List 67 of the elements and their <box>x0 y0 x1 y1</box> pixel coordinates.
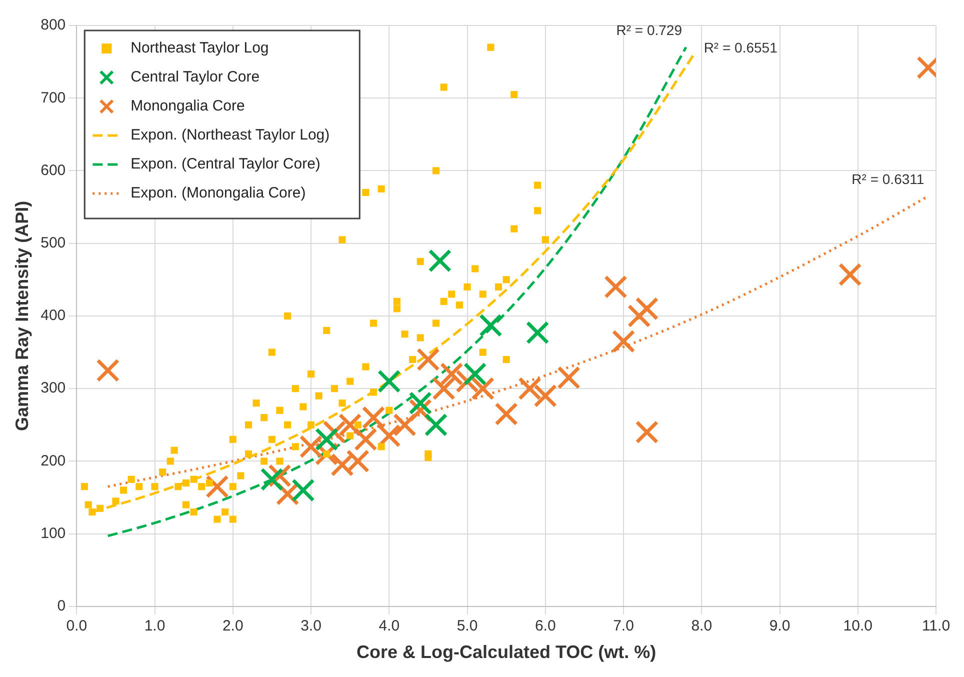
point <box>526 321 550 344</box>
point <box>627 304 651 328</box>
y-tick-label: 100 <box>40 524 66 542</box>
legend-label: Northeast Taylor Log <box>130 40 269 57</box>
point <box>557 366 580 390</box>
x-tick-label: 10.0 <box>843 618 872 635</box>
point <box>408 391 432 415</box>
y-tick-label: 700 <box>40 89 66 106</box>
x-tick-label: 1.0 <box>144 618 166 635</box>
legend-label: Expon. (Monongalia Core) <box>130 184 306 202</box>
point <box>494 402 518 426</box>
x-tick-label: 2.0 <box>222 618 244 635</box>
y-axis-title: Gamma Ray Intensity (API) <box>12 200 32 431</box>
point <box>206 474 229 498</box>
point <box>377 424 401 448</box>
x-tick-label: 6.0 <box>534 618 556 635</box>
point <box>604 275 628 299</box>
legend-label: Monongalia Core <box>130 98 245 115</box>
point <box>432 376 456 400</box>
point <box>471 376 495 400</box>
point <box>612 330 636 354</box>
x-tick-label: 8.0 <box>691 618 712 635</box>
x-tick-label: 11.0 <box>922 618 950 635</box>
y-tick-label: 500 <box>40 234 66 252</box>
x-tick-label: 9.0 <box>769 618 790 635</box>
annotation: R² = 0.729 <box>616 22 682 38</box>
point <box>428 249 452 272</box>
point <box>346 450 370 473</box>
x-tick-label: 4.0 <box>378 618 400 635</box>
point <box>354 428 378 452</box>
point <box>416 348 440 372</box>
legend-label: Expon. (Central Taylor Core) <box>130 156 320 173</box>
point <box>338 413 362 437</box>
point <box>635 420 659 444</box>
x-tick-label: 0.0 <box>66 618 88 635</box>
point <box>260 468 284 491</box>
point <box>268 464 292 488</box>
point <box>479 314 502 338</box>
point <box>838 262 862 286</box>
annotation: R² = 0.6551 <box>704 39 778 56</box>
point <box>292 478 315 502</box>
point <box>330 453 354 476</box>
y-tick-label: 400 <box>40 307 66 324</box>
point <box>299 435 323 458</box>
y-tick-label: 300 <box>40 380 66 397</box>
point <box>463 362 487 386</box>
annotation: R² = 0.6311 <box>852 171 924 187</box>
point <box>96 358 120 382</box>
point <box>518 376 542 400</box>
x-axis-title: Core & Log-Calculated TOC (wt. %) <box>356 642 656 662</box>
point <box>393 413 416 437</box>
x-tick-label: 7.0 <box>613 618 634 635</box>
point <box>440 362 464 386</box>
legend-label: Central Taylor Core <box>130 68 260 86</box>
point <box>377 370 401 393</box>
legend-label: Expon. (Northeast Taylor Log) <box>130 126 330 144</box>
point <box>362 406 386 430</box>
point <box>534 384 558 408</box>
x-tick-label: 3.0 <box>300 618 322 635</box>
y-tick-label: 800 <box>40 16 66 34</box>
point <box>424 413 448 437</box>
y-tick-label: 200 <box>40 452 66 470</box>
y-tick-label: 0 <box>57 598 66 615</box>
x-tick-label: 5.0 <box>456 618 478 635</box>
point <box>635 297 659 320</box>
point <box>314 428 338 452</box>
y-tick-label: 600 <box>40 162 66 179</box>
